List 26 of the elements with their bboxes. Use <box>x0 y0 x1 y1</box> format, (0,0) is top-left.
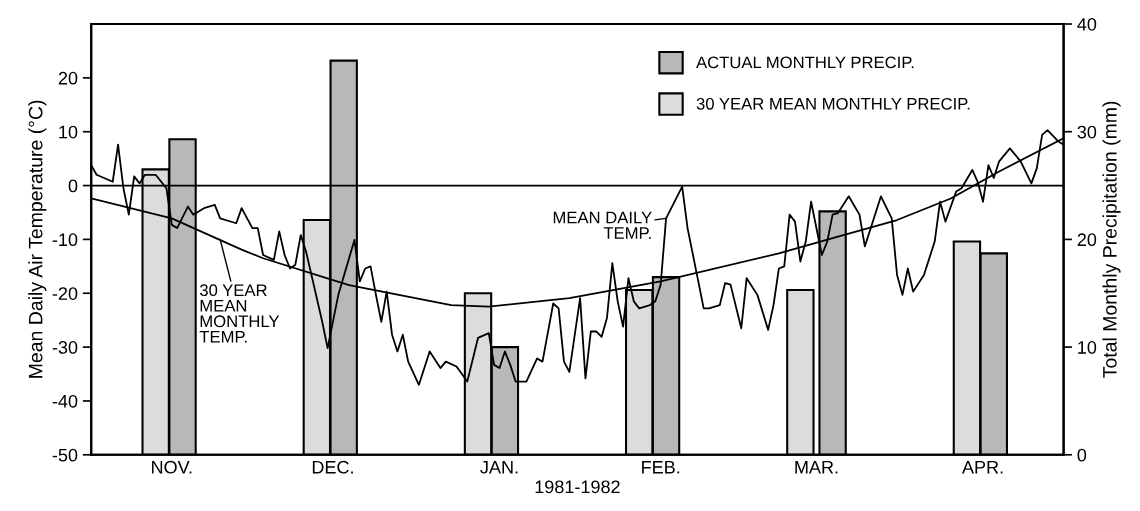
y2-axis-title: Total Monthly Precipitation (mm) <box>1102 101 1121 378</box>
annotation: MEAN DAILY TEMP. <box>553 211 652 239</box>
y-axis-title: Mean Daily Air Temperature (°C) <box>28 100 47 378</box>
y-tick-label: -20 <box>52 287 78 300</box>
x-tick-label: FEB. <box>642 461 680 474</box>
x-axis-title: 1981-1982 <box>535 480 620 494</box>
legend-label: 30 YEAR MEAN MONTHLY PRECIP. <box>696 97 970 110</box>
y2-tick-label: 10 <box>1078 341 1097 354</box>
y-tick-label: -50 <box>52 448 78 462</box>
y2-tick-label: 40 <box>1077 17 1097 31</box>
x-tick-label: MAR. <box>795 461 838 474</box>
x-tick-label: NOV. <box>152 460 192 474</box>
y-tick-label: 10 <box>59 125 78 139</box>
y2-tick-label: 0 <box>1077 448 1087 462</box>
y-tick-label: 0 <box>68 179 78 193</box>
x-tick-label: APR. <box>962 461 1003 474</box>
y-tick-label: -10 <box>52 233 78 247</box>
x-tick-label: DEC. <box>312 460 353 474</box>
annotation: 30 YEAR MEAN MONTHLY TEMP. <box>199 284 280 343</box>
y-tick-label: -40 <box>52 394 78 408</box>
y-tick-label: 20 <box>58 71 78 85</box>
x-tick-label: JAN. <box>480 461 518 474</box>
y-tick-label: -30 <box>52 341 78 354</box>
y2-tick-label: 30 <box>1077 125 1097 139</box>
legend-label: ACTUAL MONTHLY PRECIP. <box>696 56 914 69</box>
y2-tick-label: 20 <box>1077 233 1097 247</box>
